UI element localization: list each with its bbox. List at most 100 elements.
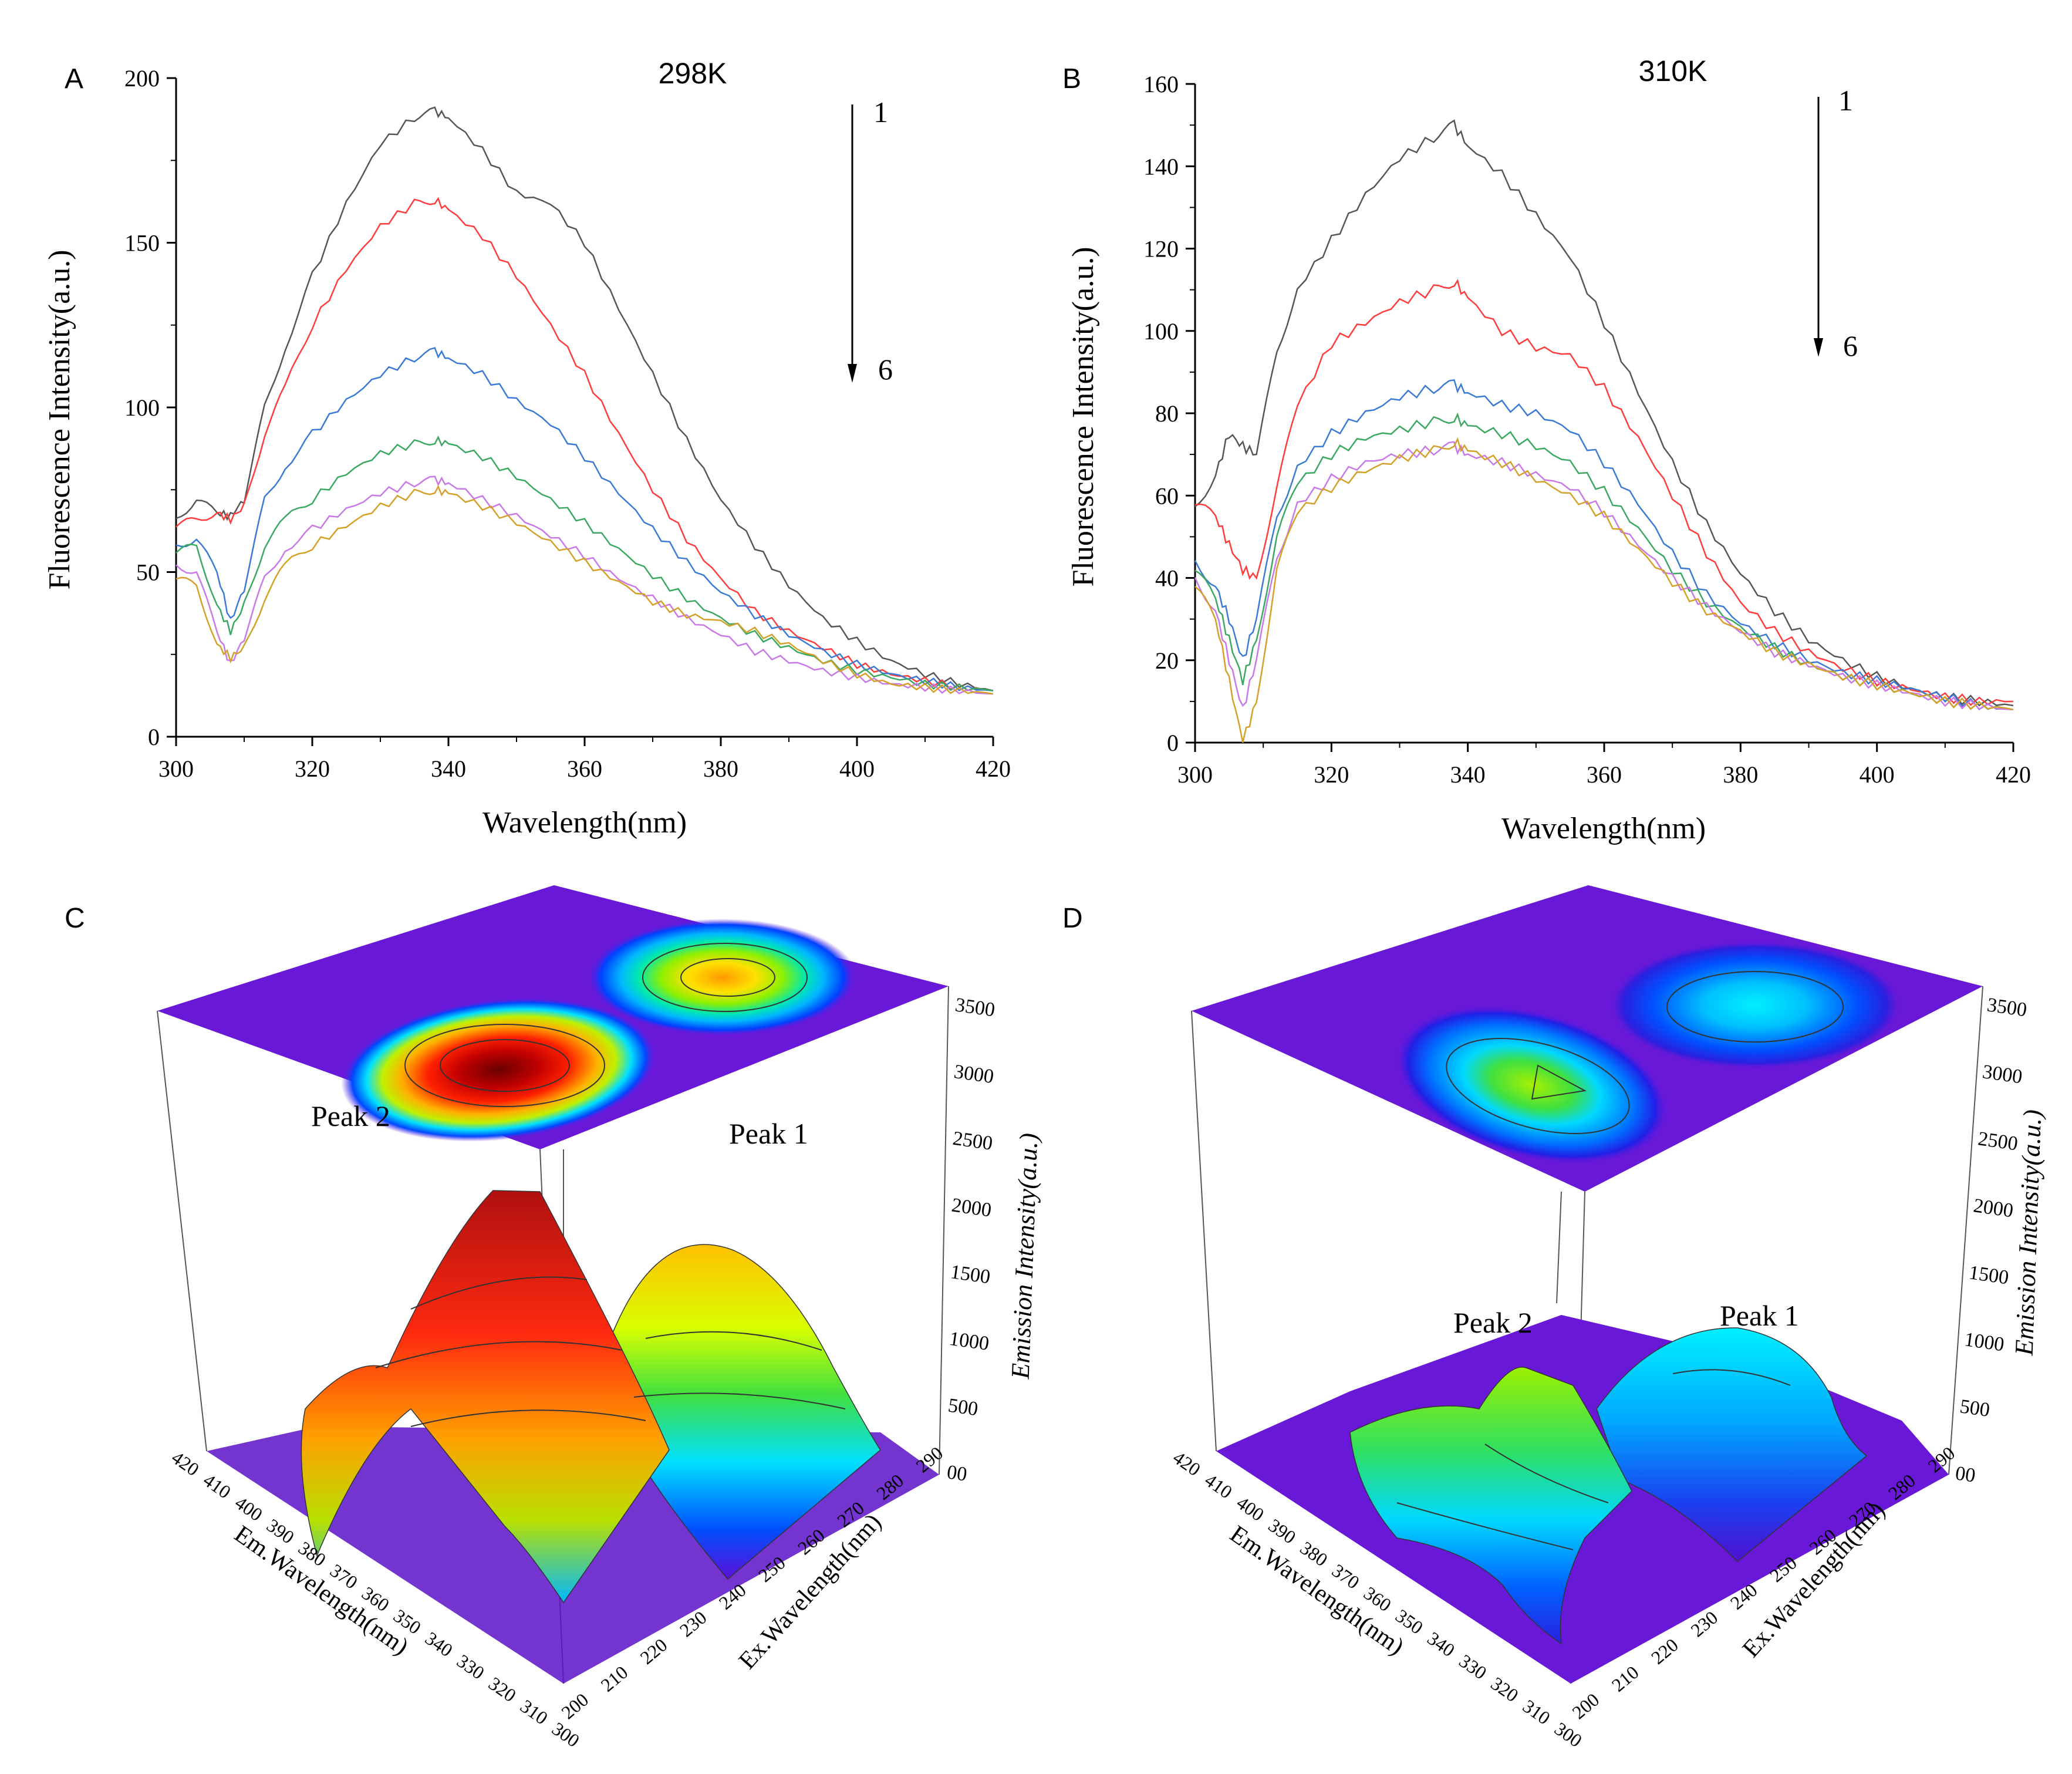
panel-a-series xyxy=(176,106,994,695)
panel-c-edge-left xyxy=(157,1010,207,1452)
panel-c-surface-contour xyxy=(375,1341,623,1368)
y-tick-label: 0 xyxy=(148,724,160,750)
em-tick-label: 310 xyxy=(517,1695,552,1729)
series-line-5 xyxy=(176,475,994,695)
z-tick-label: 1000 xyxy=(948,1328,990,1355)
panel-c-top-contour xyxy=(680,958,775,997)
panel-d-surface-contour xyxy=(1672,1369,1791,1386)
em-tick-label: 310 xyxy=(1519,1695,1554,1729)
y-tick-label: 150 xyxy=(124,230,160,257)
panel-d-peak-2-label: Peak 2 xyxy=(1453,1306,1533,1339)
panel-d-top-plane-contours xyxy=(1394,940,1902,1165)
z-tick-label: 2500 xyxy=(951,1128,994,1155)
x-tick-label: 400 xyxy=(839,756,875,782)
series-line-1 xyxy=(176,106,994,692)
y-tick-label: 0 xyxy=(1167,730,1179,756)
z-tick-label: 1500 xyxy=(949,1261,991,1288)
y-tick-label: 100 xyxy=(1143,318,1179,345)
series-line-6 xyxy=(1194,437,2014,743)
z-tick-label: 1000 xyxy=(1963,1328,2005,1355)
em-tick-label: 330 xyxy=(453,1650,488,1684)
y-tick-label: 20 xyxy=(1155,647,1179,674)
panel-a-x-axis-label: Wavelength(nm) xyxy=(482,806,687,839)
ex-tick-label: 210 xyxy=(1608,1661,1643,1695)
panel-c-top-contour xyxy=(440,1039,570,1092)
x-tick-label: 300 xyxy=(158,756,194,782)
panel-a-y-axis-label: Fluorescence Intensity(a.u.) xyxy=(43,249,76,589)
y-tick-label: 50 xyxy=(136,559,160,586)
panel-c-surface-contours xyxy=(375,1276,846,1427)
panel-a-axes xyxy=(167,77,994,746)
em-tick-label: 420 xyxy=(1169,1446,1204,1480)
z-tick-label: 2500 xyxy=(1976,1128,2019,1155)
x-tick-label: 420 xyxy=(1996,761,2031,788)
series-line-3 xyxy=(176,347,994,692)
em-tick-label: 330 xyxy=(1455,1650,1490,1684)
panel-c-peak-1-label: Peak 1 xyxy=(729,1117,808,1150)
z-tick-label: 2000 xyxy=(1972,1195,2014,1222)
panel-c-surface-peak-1 xyxy=(610,1244,881,1580)
panel-c-z-axis-label: Emission Intensity(a.u.) xyxy=(1006,1132,1044,1380)
panel-d-edge-left xyxy=(1191,1010,1217,1452)
panel-a-title: 298K xyxy=(659,57,727,90)
panel-d-peak-1-label: Peak 1 xyxy=(1720,1299,1799,1332)
panel-d-surface-plot: Peak 2 Peak 1 00 500 1000 1500 2000 2500 3000 3… xyxy=(1169,885,2047,1751)
em-tick-label: 410 xyxy=(200,1469,235,1503)
panel-c-z-tick-labels: 00 500 1000 1500 2000 2500 3000 3500 xyxy=(946,994,996,1485)
panel-c-top-plane-contours xyxy=(341,919,857,1142)
panel-d-edge-center xyxy=(1556,1191,1562,1304)
z-tick-label: 3000 xyxy=(1981,1061,2023,1088)
panel-d-surface-peak-1 xyxy=(1596,1327,1868,1563)
y-tick-label: 40 xyxy=(1155,565,1179,592)
ex-tick-label: 200 xyxy=(557,1689,592,1723)
panel-b-x-axis-label: Wavelength(nm) xyxy=(1501,812,1706,845)
y-tick-label: 60 xyxy=(1155,483,1179,509)
em-tick-label: 400 xyxy=(1233,1492,1268,1525)
em-tick-label: 300 xyxy=(548,1718,583,1751)
em-tick-label: 340 xyxy=(1423,1627,1459,1661)
x-tick-label: 380 xyxy=(1723,761,1758,788)
y-tick-label: 100 xyxy=(124,394,160,421)
panel-a-chart: 300 320 340 360 380 400 420 0 50 100 150 200 298K W… xyxy=(43,57,1011,839)
panel-a-arrow-end-label: 6 xyxy=(878,353,893,386)
y-tick-label: 80 xyxy=(1155,400,1179,427)
panel-b-arrow-head xyxy=(1814,338,1823,357)
panel-c-edge-right xyxy=(939,986,949,1475)
x-tick-label: 320 xyxy=(295,756,330,782)
ex-tick-label: 200 xyxy=(1568,1689,1603,1723)
z-tick-label: 3500 xyxy=(1986,994,2028,1021)
x-tick-label: 320 xyxy=(1314,761,1349,788)
em-tick-label: 420 xyxy=(168,1446,203,1480)
panel-c-top-peak-1-region xyxy=(587,919,857,1036)
series-line-2 xyxy=(176,197,994,692)
z-tick-label: 00 xyxy=(1954,1462,1977,1486)
panel-c-surface-contour xyxy=(645,1331,822,1351)
series-line-3 xyxy=(1194,379,2014,711)
ex-tick-label: 220 xyxy=(1647,1634,1682,1668)
panel-b-tick-labels: 300 320 340 360 380 400 420 0 20 40 60 80 100 120 140 1… xyxy=(1143,71,2031,788)
series-line-2 xyxy=(1194,279,2014,706)
series-line-1 xyxy=(1194,119,2014,707)
panel-b-axes xyxy=(1186,83,2014,752)
panel-c-surface-plot: Peak 2 Peak 1 00 500 1000 1500 2000 2500 3000 3… xyxy=(157,885,1043,1751)
panel-d-top-peak-1-region xyxy=(1608,940,1902,1070)
panel-letter-d: D xyxy=(1062,903,1083,934)
x-tick-label: 360 xyxy=(1587,761,1622,788)
z-tick-label: 3500 xyxy=(954,994,996,1021)
panel-letter-b: B xyxy=(1062,63,1081,95)
em-tick-label: 320 xyxy=(1487,1672,1523,1706)
panel-b-arrow-start-label: 1 xyxy=(1838,84,1853,117)
panel-c-surface-contour xyxy=(410,1409,646,1427)
panel-b-chart: 300 320 340 360 380 400 420 0 20 40 60 80 100 120 140 1… xyxy=(1067,55,2031,845)
panel-a-arrow-head xyxy=(848,364,857,383)
ex-tick-label: 210 xyxy=(596,1661,632,1695)
z-tick-label: 00 xyxy=(946,1461,968,1485)
panel-b-arrow-end-label: 6 xyxy=(1843,329,1858,362)
panel-c-top-contour xyxy=(642,943,808,1012)
x-tick-label: 360 xyxy=(567,756,602,782)
panel-c-peak-2-label: Peak 2 xyxy=(311,1100,390,1132)
panel-c-top-contour xyxy=(404,1024,605,1107)
panel-d-top-contour xyxy=(1446,1038,1630,1134)
panel-c-top-peak-2-region xyxy=(341,997,657,1142)
